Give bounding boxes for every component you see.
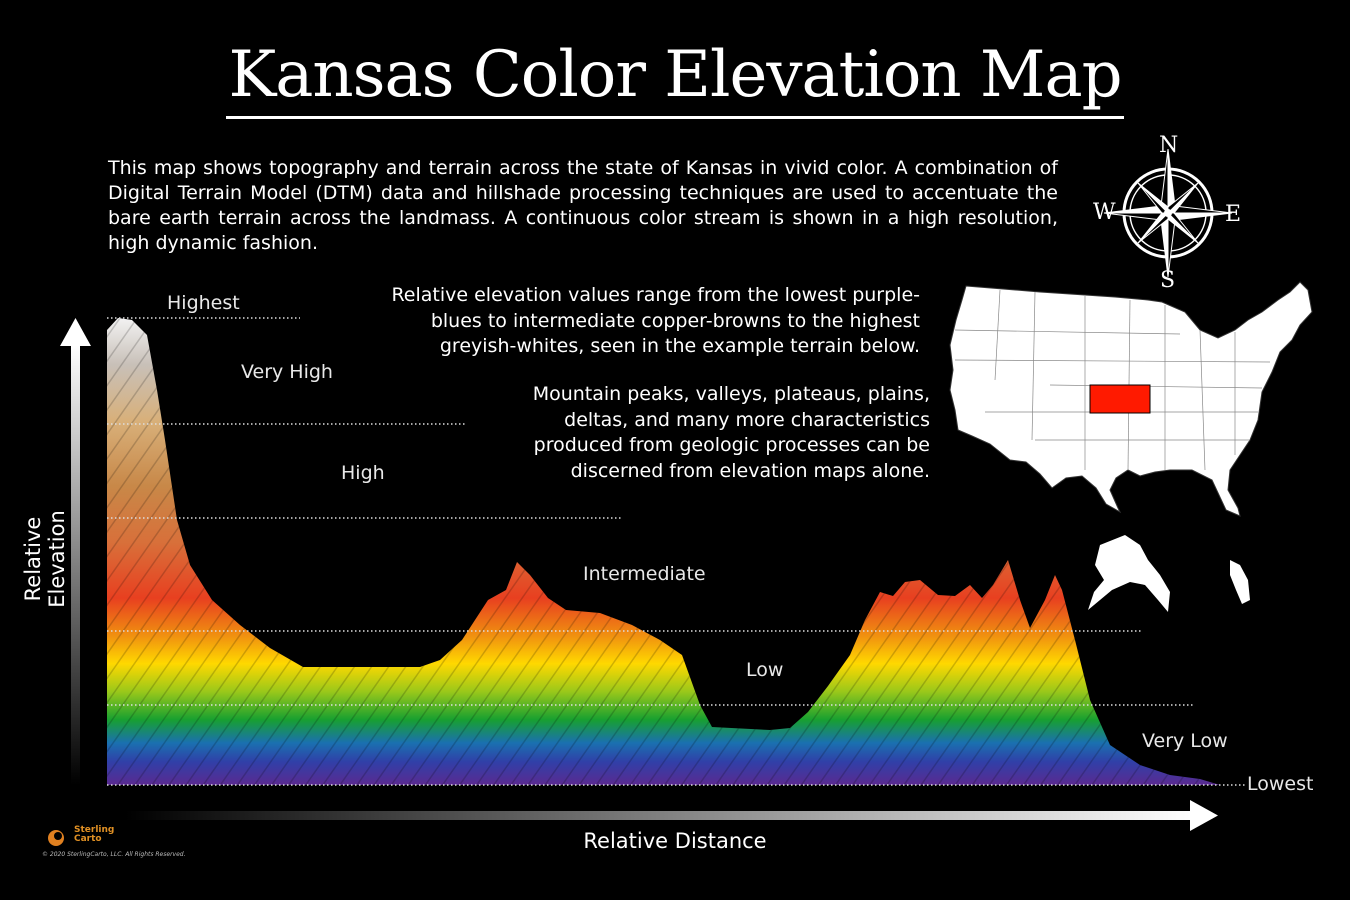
- level-very-high-label: Very High: [241, 361, 333, 383]
- level-very-low-label: Very Low: [1142, 730, 1228, 752]
- y-axis-label: Relative Elevation: [21, 510, 69, 608]
- copyright-notice: © 2020 SterlingCarto, LLC. All Rights Re…: [42, 851, 186, 858]
- us-locator-map: [949, 281, 1313, 612]
- compass-north: N: [1159, 133, 1179, 158]
- level-low-label: Low: [746, 659, 784, 681]
- y-axis-arrow: [60, 318, 91, 785]
- x-axis-label: Relative Distance: [583, 829, 767, 853]
- logo-text: Sterling Carto: [74, 825, 115, 844]
- level-lowest-label: Lowest: [1247, 773, 1314, 795]
- intro-paragraph: This map shows topography and terrain ac…: [108, 157, 1058, 254]
- alaska-outline: [1088, 535, 1170, 612]
- compass-rose-icon: [1103, 148, 1233, 278]
- terrain-features-description: Mountain peaks, valleys, plateaus, plain…: [532, 383, 930, 482]
- compass-east: E: [1225, 202, 1242, 227]
- terrain-profile: [107, 318, 1220, 785]
- sterling-carto-logo-icon: [48, 830, 64, 846]
- hawaii-outline: [1230, 560, 1250, 604]
- compass-south: S: [1160, 268, 1176, 293]
- kansas-highlight: [1089, 384, 1151, 414]
- elevation-level-lines: [107, 317, 1245, 786]
- compass-west: W: [1093, 200, 1116, 225]
- map-title: Kansas Color Elevation Map: [0, 38, 1350, 119]
- elevation-range-description: Relative elevation values range from the…: [391, 284, 920, 357]
- level-intermediate-label: Intermediate: [583, 563, 706, 585]
- level-high-label: High: [341, 462, 385, 484]
- x-axis-arrow: [125, 800, 1218, 831]
- level-highest-label: Highest: [167, 292, 240, 314]
